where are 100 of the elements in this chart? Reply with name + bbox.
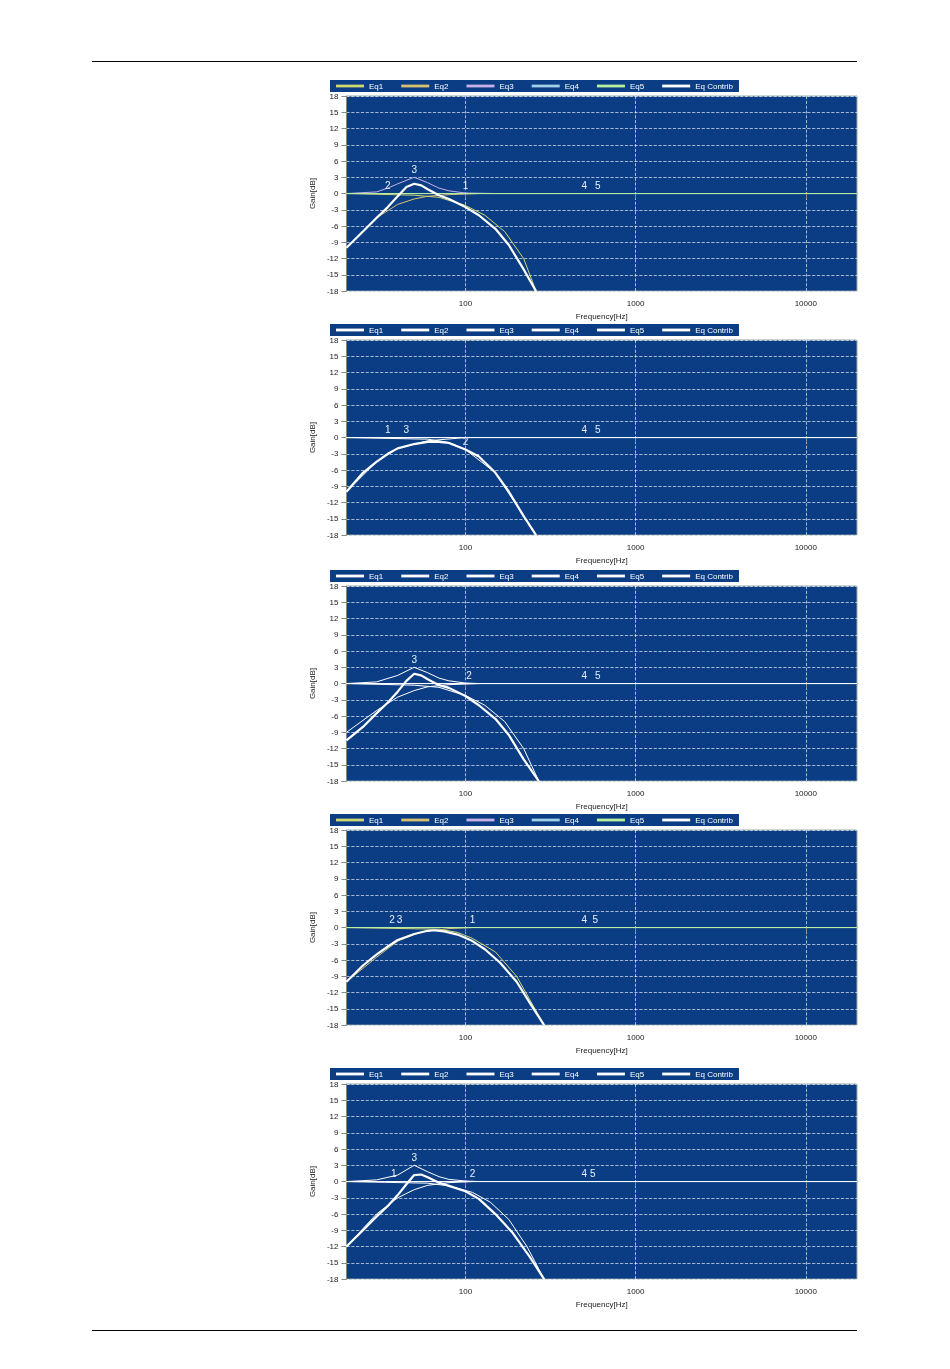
y-tick-label: 12 — [329, 614, 340, 624]
y-tick-label: 9 — [334, 384, 340, 394]
y-tick-label: -15 — [326, 1004, 340, 1014]
y-tick-label: -18 — [326, 1274, 340, 1284]
x-tick-label: 1000 — [626, 1286, 646, 1296]
y-tick-label: 18 — [329, 335, 340, 345]
y-tick-label: 18 — [329, 825, 340, 835]
y-tick-label: 6 — [334, 156, 340, 166]
y-tick-label: -12 — [326, 254, 340, 264]
legend-label: Eq1 — [369, 571, 384, 581]
annotation: 3 — [403, 424, 410, 436]
legend-label: Eq Contrib — [695, 81, 734, 91]
y-tick-label: 0 — [334, 433, 340, 443]
y-axis-title: Gain[dB] — [307, 421, 317, 454]
legend-label: Eq2 — [434, 815, 450, 825]
annotation: 3 — [411, 1151, 418, 1163]
annotation: 1 — [462, 180, 469, 192]
y-tick-label: 9 — [334, 140, 340, 150]
y-tick-label: 9 — [334, 874, 340, 884]
legend-label: Eq4 — [564, 815, 580, 825]
y-tick-label: 9 — [334, 630, 340, 640]
y-tick-label: 0 — [334, 189, 340, 199]
x-tick-label: 1000 — [626, 1032, 646, 1042]
x-tick-label: 1000 — [626, 298, 646, 308]
annotation: 3 — [411, 653, 418, 665]
legend-label: Eq5 — [629, 815, 645, 825]
legend-label: Eq2 — [434, 571, 450, 581]
annotation: 1 — [385, 424, 392, 436]
x-tick-label: 100 — [458, 1286, 473, 1296]
annotation: 2 — [385, 180, 392, 192]
y-tick-label: 0 — [334, 679, 340, 689]
annotation: 5 — [589, 1168, 596, 1180]
legend-label: Eq5 — [629, 571, 645, 581]
y-tick-label: 12 — [329, 1112, 340, 1122]
legend-label: Eq3 — [499, 815, 515, 825]
legend-label: Eq3 — [499, 325, 515, 335]
y-tick-label: -3 — [331, 939, 339, 949]
legend-label: Eq Contrib — [695, 1069, 734, 1079]
y-tick-label: 15 — [329, 841, 340, 851]
x-tick-label: 10000 — [794, 1286, 818, 1296]
y-tick-label: 6 — [334, 646, 340, 656]
y-tick-label: -3 — [331, 695, 339, 705]
x-tick-label: 100 — [458, 542, 473, 552]
y-axis-title: Gain[dB] — [307, 911, 317, 944]
x-axis-title: Frequency[Hz] — [575, 311, 628, 321]
annotation: 5 — [595, 670, 602, 682]
y-tick-label: 3 — [334, 906, 340, 916]
annotation: 2 — [466, 670, 473, 682]
y-tick-label: 18 — [329, 1079, 340, 1089]
legend-label: Eq4 — [564, 81, 580, 91]
legend-label: Eq Contrib — [695, 815, 734, 825]
annotation: 4 — [581, 180, 588, 192]
y-tick-label: -9 — [331, 1225, 339, 1235]
annotation: 4 — [581, 670, 588, 682]
y-tick-label: 3 — [334, 1160, 340, 1170]
x-tick-label: 100 — [458, 298, 473, 308]
y-tick-label: -9 — [331, 481, 339, 491]
y-tick-label: -9 — [331, 237, 339, 247]
y-tick-label: 15 — [329, 351, 340, 361]
legend-label: Eq5 — [629, 325, 645, 335]
y-axis-title: Gain[dB] — [307, 177, 317, 210]
x-tick-label: 10000 — [794, 542, 818, 552]
y-tick-label: -9 — [331, 727, 339, 737]
legend-label: Eq4 — [564, 1069, 580, 1079]
y-tick-label: 18 — [329, 91, 340, 101]
legend-label: Eq4 — [564, 325, 580, 335]
y-tick-label: 9 — [334, 1128, 340, 1138]
annotation: 2 — [389, 914, 396, 926]
x-tick-label: 100 — [458, 788, 473, 798]
y-tick-label: 18 — [329, 581, 340, 591]
y-tick-label: -12 — [326, 988, 340, 998]
annotation: 2 — [462, 435, 469, 447]
legend-label: Eq1 — [369, 81, 384, 91]
y-tick-label: 6 — [334, 400, 340, 410]
annotation: 1 — [469, 914, 476, 926]
y-tick-label: -6 — [331, 955, 339, 965]
y-tick-label: -6 — [331, 465, 339, 475]
y-axis-title: Gain[dB] — [307, 1165, 317, 1198]
legend-label: Eq5 — [629, 1069, 645, 1079]
legend-label: Eq Contrib — [695, 571, 734, 581]
y-tick-label: -15 — [326, 514, 340, 524]
legend-label: Eq2 — [434, 81, 450, 91]
legend-label: Eq1 — [369, 1069, 384, 1079]
legend-label: Eq1 — [369, 325, 384, 335]
y-tick-label: -15 — [326, 1258, 340, 1268]
y-tick-label: 12 — [329, 124, 340, 134]
y-tick-label: 6 — [334, 890, 340, 900]
x-tick-label: 100 — [458, 1032, 473, 1042]
annotation: 4 — [581, 914, 588, 926]
x-tick-label: 1000 — [626, 542, 646, 552]
y-tick-label: -18 — [326, 286, 340, 296]
legend-label: Eq5 — [629, 81, 645, 91]
y-tick-label: -6 — [331, 1209, 339, 1219]
y-axis-title: Gain[dB] — [307, 667, 317, 700]
y-tick-label: -6 — [331, 711, 339, 721]
y-tick-label: -12 — [326, 1242, 340, 1252]
x-axis-title: Frequency[Hz] — [575, 1045, 628, 1055]
y-tick-label: 3 — [334, 662, 340, 672]
legend-label: Eq4 — [564, 571, 580, 581]
legend-label: Eq2 — [434, 1069, 450, 1079]
